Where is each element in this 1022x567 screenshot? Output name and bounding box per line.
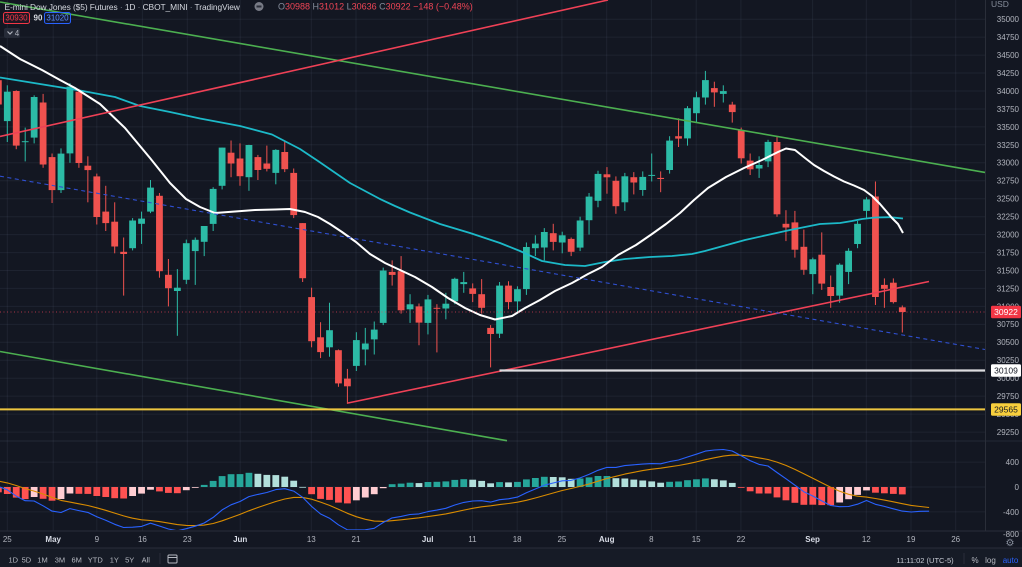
svg-text:1D: 1D [9, 556, 19, 565]
svg-text:400: 400 [1006, 458, 1020, 467]
svg-text:31500: 31500 [997, 266, 1020, 275]
svg-text:31020: 31020 [46, 14, 69, 23]
svg-text:34750: 34750 [997, 33, 1020, 42]
svg-text:32500: 32500 [997, 195, 1020, 204]
svg-text:auto: auto [1003, 556, 1019, 565]
svg-text:8: 8 [649, 535, 654, 544]
svg-text:16: 16 [138, 535, 147, 544]
svg-text:5D: 5D [22, 556, 32, 565]
svg-text:26: 26 [951, 535, 960, 544]
svg-text:30109: 30109 [994, 366, 1018, 376]
svg-text:30930: 30930 [5, 14, 28, 23]
svg-text:31250: 31250 [997, 284, 1020, 293]
svg-text:1M: 1M [37, 556, 47, 565]
svg-text:11: 11 [468, 535, 477, 544]
svg-text:29250: 29250 [997, 428, 1020, 437]
svg-text:30750: 30750 [997, 320, 1020, 329]
svg-text:E-mini Dow Jones ($5) Futures: E-mini Dow Jones ($5) Futures · 1D · CBO… [5, 2, 241, 12]
svg-text:Jun: Jun [233, 535, 247, 544]
svg-text:USD: USD [991, 0, 1009, 9]
svg-text:1Y: 1Y [110, 556, 119, 565]
svg-text:23: 23 [183, 535, 192, 544]
svg-text:log: log [985, 556, 996, 565]
svg-text:-800: -800 [1003, 530, 1020, 539]
svg-text:18: 18 [513, 535, 522, 544]
svg-text:30922: 30922 [994, 307, 1018, 317]
svg-text:O30988 H31012 L30636 C30922 −1: O30988 H31012 L30636 C30922 −148 (−0.48%… [278, 2, 473, 12]
svg-text:31750: 31750 [997, 249, 1020, 258]
svg-text:3M: 3M [55, 556, 65, 565]
svg-text:19: 19 [907, 535, 916, 544]
svg-text:35000: 35000 [997, 15, 1020, 24]
svg-text:90: 90 [34, 14, 43, 23]
svg-text:YTD: YTD [88, 556, 104, 565]
svg-text:32250: 32250 [997, 213, 1020, 222]
svg-text:%: % [971, 556, 978, 565]
svg-text:33250: 33250 [997, 141, 1020, 150]
svg-text:⚙: ⚙ [1006, 538, 1015, 549]
svg-text:34500: 34500 [997, 51, 1020, 60]
svg-text:May: May [45, 535, 61, 544]
svg-text:21: 21 [352, 535, 361, 544]
svg-text:32000: 32000 [997, 231, 1020, 240]
svg-text:33500: 33500 [997, 123, 1020, 132]
svg-text:12: 12 [862, 535, 871, 544]
svg-text:30000: 30000 [997, 374, 1020, 383]
svg-text:Sep: Sep [805, 535, 820, 544]
svg-text:5Y: 5Y [125, 556, 134, 565]
svg-text:15: 15 [692, 535, 701, 544]
svg-text:25: 25 [3, 535, 12, 544]
svg-text:34000: 34000 [997, 87, 1020, 96]
svg-text:0: 0 [1015, 483, 1020, 492]
svg-text:11:11:02 (UTC-5): 11:11:02 (UTC-5) [896, 556, 954, 565]
svg-text:29750: 29750 [997, 392, 1020, 401]
svg-text:34250: 34250 [997, 69, 1020, 78]
svg-text:9: 9 [95, 535, 100, 544]
svg-text:25: 25 [557, 535, 566, 544]
svg-text:29565: 29565 [994, 405, 1018, 415]
svg-text:-400: -400 [1003, 508, 1020, 517]
svg-text:32750: 32750 [997, 177, 1020, 186]
svg-text:30250: 30250 [997, 356, 1020, 365]
svg-text:Aug: Aug [599, 535, 615, 544]
svg-text:All: All [142, 556, 151, 565]
svg-text:13: 13 [307, 535, 316, 544]
svg-text:6M: 6M [71, 556, 81, 565]
svg-text:Jul: Jul [422, 535, 434, 544]
svg-text:33000: 33000 [997, 159, 1020, 168]
svg-text:4: 4 [15, 29, 20, 38]
svg-text:22: 22 [736, 535, 745, 544]
svg-text:33750: 33750 [997, 105, 1020, 114]
svg-text:30500: 30500 [997, 338, 1020, 347]
